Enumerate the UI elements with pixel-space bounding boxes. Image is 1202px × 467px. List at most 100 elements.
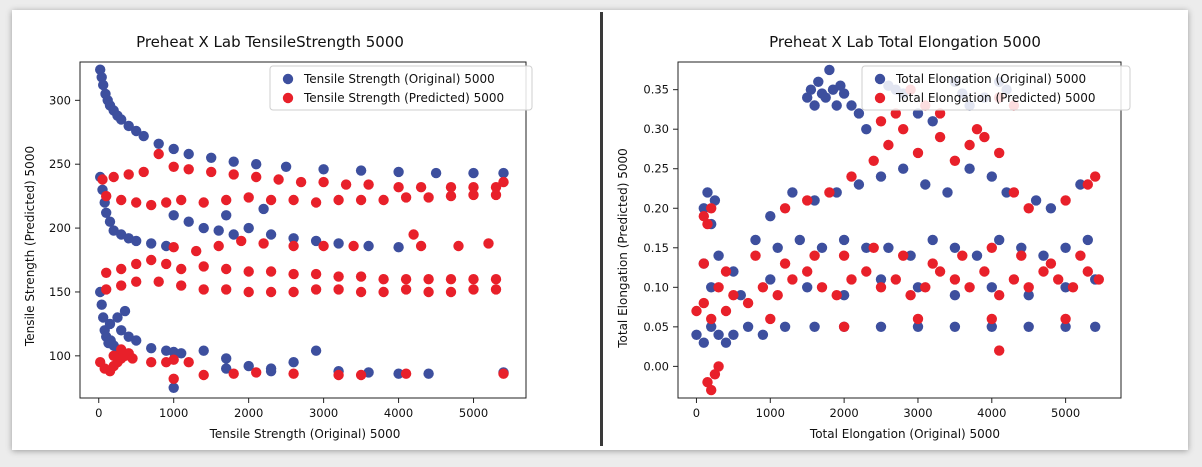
point-series-2	[221, 194, 232, 206]
point-series-2	[198, 369, 209, 381]
point-series-1	[243, 222, 254, 234]
point-series-2	[720, 305, 732, 317]
point-series-2	[243, 286, 254, 298]
point-series-2	[415, 182, 427, 193]
point-series-1	[750, 234, 761, 246]
point-series-1	[831, 100, 842, 111]
y-tick-label: 100	[49, 349, 71, 363]
point-series-1	[153, 138, 164, 149]
point-series-2	[846, 171, 857, 182]
point-series-1	[920, 179, 931, 190]
point-series-1	[835, 80, 846, 91]
y-tick-label: 0.15	[643, 241, 669, 255]
point-series-1	[1060, 242, 1071, 253]
point-series-1	[698, 337, 709, 348]
point-series-1	[98, 312, 109, 323]
point-series-1	[698, 203, 709, 214]
x-tick-label: 0	[95, 406, 102, 420]
point-series-2	[198, 197, 209, 208]
point-series-1	[168, 143, 179, 155]
point-series-2	[750, 250, 761, 261]
point-series-1	[1060, 282, 1071, 293]
point-series-1	[138, 130, 149, 142]
point-series-1	[1075, 179, 1086, 190]
y-tick-label: 0.00	[643, 359, 669, 373]
point-series-2	[1023, 282, 1034, 293]
point-series-2	[146, 357, 157, 368]
y-axis-label: Tensile Strength (Predicted) 5000	[23, 146, 37, 347]
total-elongation-chart: Preheat X Lab Total Elongation 5000 Tota…	[616, 33, 1131, 441]
point-series-1	[393, 242, 404, 253]
point-series-2	[994, 345, 1005, 356]
y-tick-label: 150	[49, 285, 71, 299]
point-series-2	[742, 297, 754, 309]
point-series-2	[831, 290, 842, 301]
x-tick-label: 5000	[459, 406, 488, 420]
point-series-1	[805, 84, 817, 95]
point-series-2	[131, 258, 142, 270]
point-series-1	[96, 299, 107, 310]
point-series-2	[706, 384, 717, 396]
point-series-1	[131, 125, 142, 137]
point-series-2	[108, 171, 119, 183]
point-series-1	[1023, 290, 1034, 301]
point-series-1	[1038, 250, 1049, 261]
point-series-2	[720, 266, 732, 277]
legend-marker	[874, 92, 886, 104]
point-series-2	[393, 182, 404, 193]
point-series-2	[498, 176, 509, 188]
point-series-2	[265, 286, 277, 298]
legend: Tensile Strength (Original) 5000 Tensile …	[269, 65, 533, 111]
point-series-2	[318, 240, 329, 252]
point-series-2	[890, 274, 901, 285]
point-series-1	[927, 234, 938, 246]
point-series-2	[116, 263, 127, 275]
x-tick-label: 5000	[1051, 406, 1080, 420]
point-series-2	[408, 229, 419, 240]
point-series-2	[176, 263, 187, 275]
legend-label: Tensile Strength (Original) 5000	[303, 72, 495, 86]
chart-title: Preheat X Lab TensileStrength 5000	[136, 33, 404, 51]
point-series-2	[1023, 203, 1034, 214]
point-series-1	[228, 156, 239, 167]
point-series-2	[498, 368, 509, 379]
point-series-2	[251, 171, 262, 183]
point-series-2	[1093, 274, 1104, 285]
x-tick-label: 1000	[756, 406, 785, 420]
point-series-2	[934, 131, 946, 143]
point-series-1	[912, 108, 924, 119]
legend: Total Elongation (Original) 5000 Total El…	[861, 65, 1131, 111]
point-series-2	[333, 369, 344, 381]
point-series-2	[183, 164, 194, 175]
point-series-1	[809, 100, 820, 111]
point-series-1	[713, 329, 724, 340]
point-series-2	[183, 357, 194, 368]
point-series-1	[794, 234, 805, 246]
point-series-2	[161, 258, 172, 270]
point-series-2	[116, 194, 127, 206]
point-series-1	[112, 312, 123, 323]
point-series-1	[183, 216, 194, 227]
points-layer	[95, 64, 509, 393]
point-series-2	[779, 203, 791, 214]
point-series-2	[920, 282, 931, 293]
point-series-2	[288, 286, 299, 298]
point-series-2	[1090, 171, 1101, 182]
point-series-1	[104, 318, 116, 330]
point-series-1	[820, 92, 831, 103]
point-series-2	[228, 169, 239, 180]
y-tick-label: 0.35	[643, 83, 669, 97]
point-series-2	[912, 313, 924, 325]
y-tick-label: 250	[49, 157, 71, 171]
point-series-2	[445, 274, 457, 285]
point-series-1	[875, 321, 887, 332]
point-series-2	[355, 194, 367, 206]
point-series-1	[131, 335, 142, 346]
point-series-2	[101, 190, 112, 202]
x-axis-label: Total Elongation (Original) 5000	[809, 427, 1000, 441]
point-series-2	[400, 368, 412, 379]
point-series-1	[146, 343, 157, 354]
point-series-1	[905, 250, 916, 261]
y-tick-label: 0.30	[643, 122, 669, 136]
point-series-1	[838, 290, 850, 301]
